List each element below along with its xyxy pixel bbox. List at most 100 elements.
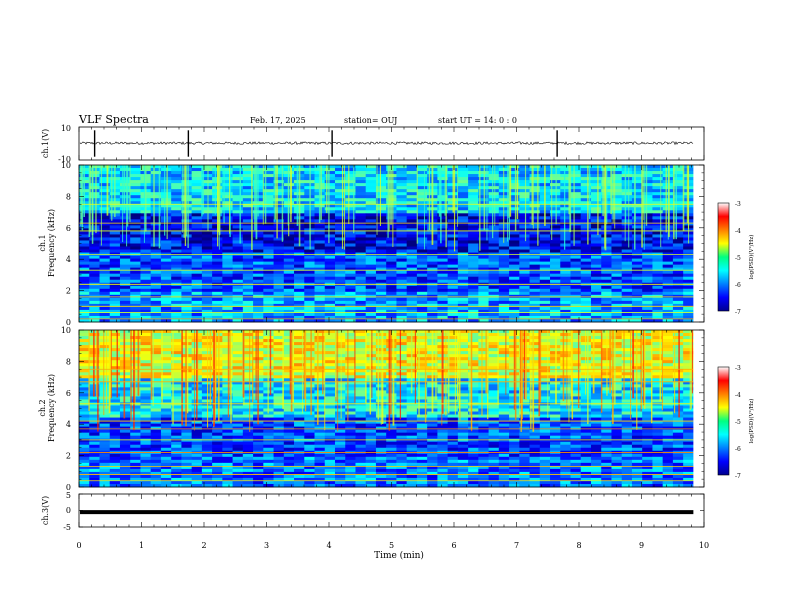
spectrogram-cell [611,339,623,343]
spectrogram-cell [631,243,643,247]
spectrogram-cell [273,285,285,290]
spectrogram-cell [570,261,582,266]
spectrogram-cell [478,306,489,311]
spectrogram-cell [99,246,111,250]
spectrogram-cell [119,261,131,266]
spectrogram-cell [242,375,254,379]
spectrogram-cell [304,273,315,278]
spectrogram-cell [201,216,213,220]
spectrogram-cell [160,333,172,337]
spectrogram-cell [672,351,684,355]
spectrogram-cell [560,306,571,311]
spectrogram-cell [509,168,520,172]
spectrogram-cell [160,351,172,355]
spectrogram-cell [212,381,223,385]
spectrogram-cell [468,285,479,290]
spectrogram-cell [672,246,684,250]
spectrogram-cell [355,255,367,259]
spectrogram-cell [396,270,408,275]
spectrogram-cell [191,234,203,238]
spectrogram-cell [345,249,356,253]
spectrogram-cell [253,309,264,314]
spectrogram-cell [375,216,387,220]
spectrogram-cell [601,258,612,263]
station-label: station= OUJ [344,116,397,125]
spectrogram-cell [171,276,182,281]
spectrogram-cell [488,219,500,223]
spectrogram-cell [130,261,141,266]
spectrogram-cell [550,318,561,323]
spectrogram-cell [130,195,141,199]
spectrogram-cell [99,354,111,358]
spectrogram-cell [498,390,510,394]
spectrogram-cell [365,201,377,205]
spectrogram-cell [611,360,623,364]
spectrogram-cell [488,375,500,379]
spectrogram-cell [652,207,664,211]
spectrogram-cell [79,375,90,379]
spectrogram-cell [621,375,633,379]
spectrogram-cell [560,231,571,235]
spectrogram-cell [345,384,356,388]
spectrogram-cell [191,297,203,302]
spectrogram-cell [304,303,315,308]
spectrogram-cell [140,333,152,337]
spectrogram-cell [365,183,377,187]
spectrogram-cell [314,330,326,334]
spectrogram-cell [672,336,684,340]
spectrogram-cell [560,216,571,220]
spectrogram-cell [314,393,326,397]
spectrogram-cell [201,243,213,247]
spectrogram-cell [119,177,131,181]
spectrogram-cell [345,231,356,235]
spectrogram-cell [160,339,172,343]
spectrogram-cell [150,261,162,266]
spectrogram-cell [314,285,326,290]
spectrogram-cell [488,363,500,367]
spectrogram-cell [590,348,602,352]
spectrogram-cell [89,318,100,323]
spectrogram-cell [468,198,479,202]
spectrogram-cell [119,375,131,379]
spectrogram-cell [488,249,500,253]
spectrogram-cell [570,399,582,403]
spectrogram-cell [334,267,346,272]
spectrogram-cell [560,210,571,214]
spectrogram-cell [212,303,223,308]
spectrogram-cell [427,279,438,284]
spectrogram-cell [212,390,223,394]
spectrogram-cell [580,285,592,290]
spectrogram-cell [99,222,111,226]
spectrogram-cell [468,375,479,379]
spectrogram-cell [191,219,203,223]
spectrogram-cell [457,288,469,293]
spectrogram-cell [621,192,633,196]
spectrogram-cell [550,177,561,181]
spectrogram-cell [191,174,203,178]
spectrogram-cell [652,195,664,199]
spectrogram-cell [631,213,643,217]
spectrogram-cell [570,180,582,184]
spectrogram-cell [79,288,90,293]
spectrogram-cell [355,165,367,169]
spectrogram-cell [416,285,428,290]
spectrogram-cell [457,387,469,391]
spectrogram-cell [79,237,90,241]
spectrogram-cell [529,195,541,199]
spectrogram-cell [355,315,367,320]
spectrogram-cell [345,186,356,190]
spectrogram-cell [212,363,223,367]
spectrogram-cell [160,297,172,302]
spectrogram-cell [621,300,633,305]
spectrogram-cell [314,300,326,305]
spectrogram-cell [345,192,356,196]
spectrogram-cell [150,225,162,229]
spectrogram-cell [621,174,633,178]
spectrogram-cell [478,351,489,355]
spectrogram-cell [232,216,244,220]
spectrogram-cell [396,195,408,199]
spectrogram-cell [201,228,213,232]
spectrogram-cell [468,204,479,208]
spectrogram-cell [509,270,520,275]
spectrogram-cell [683,384,694,388]
